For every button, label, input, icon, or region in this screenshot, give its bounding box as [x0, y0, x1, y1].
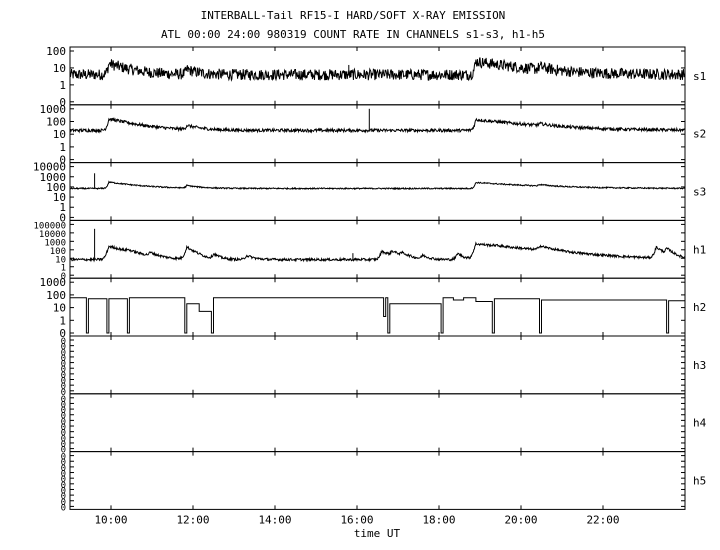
y-tick-label: 0	[61, 337, 66, 347]
channel-label: h2	[693, 301, 706, 314]
y-tick-label: 10	[53, 128, 66, 141]
y-tick-label: 0	[61, 503, 66, 513]
y-tick-label: 10	[55, 255, 66, 265]
series-s1	[69, 57, 686, 82]
channel-label: h4	[693, 417, 707, 430]
y-tick-label: 0	[61, 440, 66, 450]
y-tick-label: 0	[61, 492, 66, 502]
x-tick-label: 12:00	[176, 513, 209, 526]
y-tick-label: 100	[50, 247, 66, 257]
x-tick-label: 14:00	[258, 513, 291, 526]
y-tick-label: 0	[59, 211, 66, 224]
y-tick-label: 1000	[40, 171, 67, 184]
chart-panels: 1001010s110001001010s21000010001001010s3…	[33, 45, 707, 513]
chart-subtitle: ATL 00:00 24:00 980319 COUNT RATE IN CHA…	[161, 28, 545, 41]
y-tick-label: 0	[59, 96, 66, 109]
channel-label: h1	[693, 243, 706, 256]
channel-label: s2	[693, 128, 706, 141]
y-tick-label: 1000	[40, 103, 67, 116]
y-tick-label: 0	[61, 365, 66, 375]
y-tick-label: 0	[61, 446, 66, 456]
panel-frame	[69, 335, 686, 395]
y-tick-label: 0	[61, 453, 66, 463]
chart-title: INTERBALL-Tail RF15-I HARD/SOFT X-RAY EM…	[201, 9, 506, 22]
y-tick-label: 10	[53, 302, 66, 315]
y-tick-label: 0	[61, 475, 66, 485]
y-tick-label: 0	[61, 382, 66, 392]
x-tick-label: 16:00	[340, 513, 373, 526]
channel-label: s1	[693, 70, 706, 83]
series-s3	[69, 180, 686, 191]
y-tick-label: 0	[61, 371, 66, 381]
channel-label: s3	[693, 186, 706, 199]
panel-frame	[69, 162, 686, 221]
x-tick-label: 18:00	[422, 513, 455, 526]
y-tick-label: 0	[61, 354, 66, 364]
y-tick-label: 0	[59, 154, 66, 167]
y-tick-label: 0	[61, 412, 66, 422]
y-tick-label: 0	[61, 395, 66, 405]
y-tick-label: 0	[61, 429, 66, 439]
y-tick-label: 0	[59, 327, 66, 340]
x-axis: 10:00 12:00 14:00 16:00 18:00 20:00 22:00	[94, 513, 619, 526]
y-tick-label: 1000	[44, 238, 66, 248]
panel-frame	[69, 393, 686, 453]
series-s2	[69, 117, 686, 134]
y-tick-label: 100	[46, 181, 66, 194]
series-h1	[69, 241, 686, 263]
y-tick-label: 1	[59, 201, 66, 214]
y-tick-label: 0	[61, 388, 66, 398]
y-tick-label: 0	[61, 417, 66, 427]
y-tick-label: 100	[46, 116, 66, 129]
y-tick-label: 100	[46, 45, 66, 58]
series-h2	[70, 297, 685, 334]
panel-frame	[69, 104, 686, 164]
y-tick-label: 0	[61, 360, 66, 370]
y-tick-label: 0	[61, 458, 66, 468]
y-tick-label: 0	[61, 343, 66, 353]
y-tick-label: 10000	[33, 161, 66, 174]
y-tick-label: 100000	[33, 221, 66, 231]
y-tick-label: 0	[61, 470, 66, 480]
x-tick-label: 10:00	[94, 513, 127, 526]
panel-frame	[69, 451, 686, 510]
y-tick-label: 0	[61, 406, 66, 416]
y-tick-label: 1	[61, 264, 66, 274]
x-tick-label: 22:00	[586, 513, 619, 526]
y-tick-label: 100	[46, 289, 66, 302]
y-tick-label: 1	[59, 79, 66, 92]
y-tick-label: 0	[61, 486, 66, 496]
y-tick-label: 0	[61, 348, 66, 358]
y-tick-label: 0	[61, 423, 66, 433]
y-tick-label: 1000	[40, 276, 67, 289]
y-tick-label: 1	[59, 314, 66, 327]
y-tick-label: 0	[61, 377, 66, 387]
y-tick-label: 1	[59, 141, 66, 154]
y-tick-label: 10	[53, 62, 66, 75]
panel-frame	[69, 277, 686, 337]
y-tick-label: 0	[61, 434, 66, 444]
channel-label: h3	[693, 359, 706, 372]
y-tick-label: 0	[61, 481, 66, 491]
y-tick-label: 10	[53, 191, 66, 204]
x-axis-label: time UT	[354, 527, 401, 540]
y-tick-label: 0	[61, 400, 66, 410]
panel-frame	[69, 219, 686, 279]
y-tick-label: 0	[61, 464, 66, 474]
y-tick-label: 0	[61, 272, 66, 282]
channel-label: h5	[693, 475, 706, 488]
x-tick-label: 20:00	[504, 513, 537, 526]
y-tick-label: 10000	[39, 230, 66, 240]
y-tick-label: 0	[61, 498, 66, 508]
